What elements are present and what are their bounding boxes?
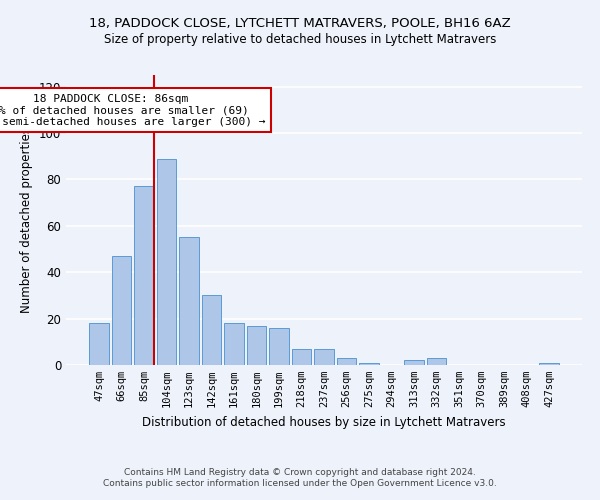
Text: 18, PADDOCK CLOSE, LYTCHETT MATRAVERS, POOLE, BH16 6AZ: 18, PADDOCK CLOSE, LYTCHETT MATRAVERS, P… bbox=[89, 18, 511, 30]
X-axis label: Distribution of detached houses by size in Lytchett Matravers: Distribution of detached houses by size … bbox=[142, 416, 506, 428]
Bar bbox=[292, 349, 311, 365]
Bar bbox=[112, 256, 131, 365]
Bar bbox=[89, 323, 109, 365]
Bar bbox=[337, 358, 356, 365]
Text: Contains HM Land Registry data © Crown copyright and database right 2024.
Contai: Contains HM Land Registry data © Crown c… bbox=[103, 468, 497, 487]
Bar bbox=[202, 296, 221, 365]
Bar bbox=[224, 323, 244, 365]
Y-axis label: Number of detached properties: Number of detached properties bbox=[20, 127, 33, 313]
Text: Size of property relative to detached houses in Lytchett Matravers: Size of property relative to detached ho… bbox=[104, 32, 496, 46]
Bar bbox=[539, 362, 559, 365]
Bar bbox=[247, 326, 266, 365]
Bar bbox=[179, 238, 199, 365]
Bar bbox=[359, 362, 379, 365]
Text: 18 PADDOCK CLOSE: 86sqm
← 19% of detached houses are smaller (69)
81% of semi-de: 18 PADDOCK CLOSE: 86sqm ← 19% of detache… bbox=[0, 94, 266, 127]
Bar bbox=[134, 186, 154, 365]
Bar bbox=[404, 360, 424, 365]
Bar bbox=[157, 158, 176, 365]
Bar bbox=[314, 349, 334, 365]
Bar bbox=[269, 328, 289, 365]
Bar bbox=[427, 358, 446, 365]
